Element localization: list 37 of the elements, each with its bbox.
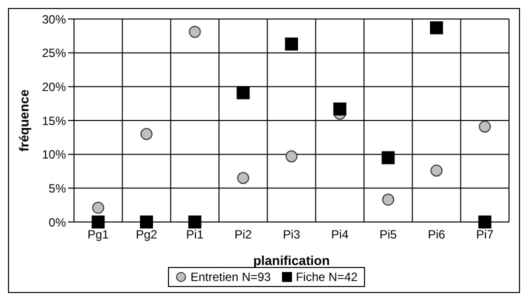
x-axis-title: planification (253, 253, 330, 268)
y-axis-title: fréquence (16, 89, 32, 152)
point (333, 102, 346, 116)
point (382, 194, 394, 206)
point (286, 150, 298, 162)
legend-label: Fiche N=42 (294, 270, 358, 284)
x-tick-label: Pi5 (379, 228, 398, 242)
point (188, 26, 201, 38)
y-tick-label: 5% (48, 181, 66, 196)
x-tick-label: Pi4 (331, 228, 349, 242)
point (236, 86, 250, 100)
y-tick-label: 25% (42, 46, 66, 60)
point (140, 128, 152, 140)
y-tick-label: 30% (42, 12, 66, 26)
point (237, 172, 250, 184)
y-tick-label: 10% (42, 148, 66, 162)
point (92, 216, 105, 228)
point (140, 216, 153, 228)
x-tick-label: Pg2 (136, 228, 158, 242)
legend-label: Entretien N=93 (189, 270, 271, 284)
x-tick-label: Pg1 (87, 228, 110, 242)
y-tick-label: 0% (48, 215, 66, 230)
point (188, 216, 202, 228)
point (92, 202, 104, 214)
y-tick-label: 15% (42, 114, 66, 128)
x-tick-label: Pi1 (186, 228, 204, 242)
point (430, 21, 443, 34)
point (430, 164, 442, 177)
x-tick-label: Pi6 (428, 228, 446, 242)
x-tick-label: Pi3 (282, 228, 300, 242)
x-tick-label: Pi7 (476, 228, 494, 242)
point (478, 216, 492, 228)
point (478, 120, 491, 133)
x-tick-label: Pi2 (234, 228, 252, 242)
point (285, 38, 298, 51)
point (382, 151, 395, 164)
y-tick-label: 20% (42, 80, 66, 94)
